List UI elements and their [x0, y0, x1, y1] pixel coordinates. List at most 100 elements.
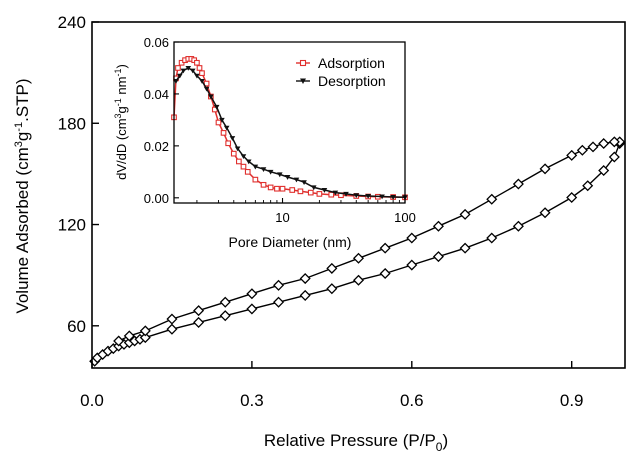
inset-y-tick-label: 0.02: [144, 139, 169, 154]
main-plot-frame: [91, 21, 626, 369]
inset-y-axis: 0.00 0.02 0.04 0.06: [144, 35, 179, 206]
main-y-axis-label-text: g: [13, 132, 32, 141]
inset-desorption-point: [229, 136, 236, 141]
isotherm-point: [219, 310, 231, 322]
isotherm-point: [166, 323, 178, 335]
inset-adsorption-point: [196, 65, 203, 71]
inset-desorption-point: [177, 73, 183, 79]
main-y-axis: 60 120 180 240: [58, 13, 99, 336]
isotherm-series-layer: [89, 136, 626, 367]
isotherm-point: [512, 178, 524, 190]
inset-legend-label: Desorption: [318, 73, 386, 89]
main-y-tick-label: 180: [58, 114, 86, 133]
main-x-tick-label: 0.6: [400, 391, 424, 410]
isotherm-chart: 60 120 180 240 0.0 0.3 0.6 0.9 Relative Pressu…: [13, 13, 626, 451]
isotherm-point: [352, 274, 365, 286]
inset-adsorption-point: [328, 191, 335, 198]
inset-adsorption-point: [220, 130, 227, 136]
isotherm-point: [246, 288, 258, 300]
inset-desorption-point: [234, 146, 241, 152]
inset-adsorption-point: [297, 188, 304, 195]
isotherm-point: [566, 192, 578, 204]
inset-desorption-point: [199, 78, 205, 84]
inset-legend-desorption-marker: [300, 78, 306, 84]
main-x-axis-label: Relative Pressure (P/P0): [264, 431, 448, 451]
isotherm-point: [539, 163, 551, 175]
isotherm-point: [139, 332, 151, 344]
isotherm-point: [576, 144, 588, 156]
inset-series-layer: [171, 56, 408, 201]
inset-adsorption-point: [175, 65, 181, 71]
inset-desorption-point: [194, 73, 200, 79]
inset-desorption-point: [343, 191, 349, 197]
inset-desorption-point: [301, 180, 307, 186]
inset-adsorption-point: [252, 176, 259, 183]
main-y-axis-label-text: Volume Adsorbed (cm: [13, 147, 32, 313]
inset-adsorption-point: [194, 59, 200, 66]
inset-adsorption-point: [267, 184, 274, 191]
inset-desorption-point: [240, 154, 247, 160]
isotherm-point: [193, 305, 205, 317]
main-x-axis-label-subscript: 0: [436, 440, 443, 451]
main-y-axis-label-superscript: -1: [13, 122, 25, 132]
main-x-tick-label: 0.3: [240, 391, 264, 410]
inset-desorption-point: [284, 175, 291, 180]
inset-desorption-point: [353, 193, 360, 199]
isotherm-point: [299, 289, 311, 301]
inset-x-tick-label: 100: [394, 210, 416, 225]
isotherm-point: [379, 267, 391, 280]
inset-adsorption-point: [240, 163, 247, 170]
inset-desorption-point: [219, 117, 225, 123]
main-x-tick-label: 0.0: [80, 391, 104, 410]
main-y-axis-label-text: .STP): [13, 78, 32, 121]
inset-desorption-point: [379, 194, 385, 200]
inset-adsorption-point: [199, 70, 205, 77]
isotherm-point: [512, 220, 524, 232]
isotherm-point: [459, 208, 471, 220]
inset-x-tick-label: 10: [275, 210, 289, 225]
isotherm-point: [193, 316, 205, 328]
inset-y-axis-label-text: nm: [114, 77, 129, 99]
isotherm-point: [166, 313, 178, 325]
inset-adsorption-point: [316, 191, 323, 197]
isotherm-point: [566, 149, 578, 161]
isotherm-point: [582, 180, 594, 192]
isotherm-point: [273, 296, 285, 308]
inset-legend: Adsorption Desorption: [296, 55, 386, 89]
isotherm-point: [432, 220, 444, 232]
main-y-axis-label-superscript: 3: [13, 141, 25, 147]
main-y-tick-label: 120: [58, 216, 86, 235]
isotherm-point: [326, 283, 338, 295]
inset-desorption-point: [252, 164, 259, 170]
inset-desorption-point: [310, 185, 317, 191]
inset-adsorption-point: [307, 189, 314, 196]
inset-y-axis-label: dV/dD (cm3g-1 nm-1): [113, 64, 129, 180]
isotherm-point: [299, 273, 311, 285]
isotherm-point: [539, 207, 551, 219]
inset-adsorption-point: [244, 168, 251, 175]
inset-y-axis-label-text: dV/dD (cm: [114, 118, 129, 179]
main-y-tick-label: 240: [58, 13, 86, 32]
inset-y-tick-label: 0.04: [144, 87, 169, 102]
isotherm-point: [113, 335, 125, 347]
inset-x-axis: 10 100: [196, 198, 416, 225]
isotherm-point: [608, 136, 620, 148]
isotherm-point: [406, 259, 418, 271]
inset-desorption-point: [245, 159, 252, 165]
isotherm-point: [459, 242, 471, 254]
inset-desorption-point: [321, 188, 328, 193]
inset-desorption-point: [267, 169, 274, 175]
inset-desorption-point: [223, 125, 230, 131]
inset-adsorption-point: [260, 181, 267, 188]
inset-desorption-point: [390, 195, 396, 200]
inset-x-axis-label: Pore Diameter (nm): [229, 234, 352, 250]
inset-y-tick-label: 0.06: [144, 35, 169, 50]
inset-y-axis-label-text: g: [114, 106, 129, 113]
inset-desorption-point: [208, 94, 214, 100]
inset-y-axis-label-superscript: 3: [113, 113, 123, 118]
isotherm-point: [598, 165, 610, 177]
pore-size-inset-chart: 0.00 0.02 0.04 0.06 10 100 Pore Diameter (nm…: [113, 35, 416, 250]
inset-desorption-point: [189, 68, 196, 74]
inset-desorption-point: [260, 167, 267, 173]
isotherm-point: [123, 330, 135, 342]
